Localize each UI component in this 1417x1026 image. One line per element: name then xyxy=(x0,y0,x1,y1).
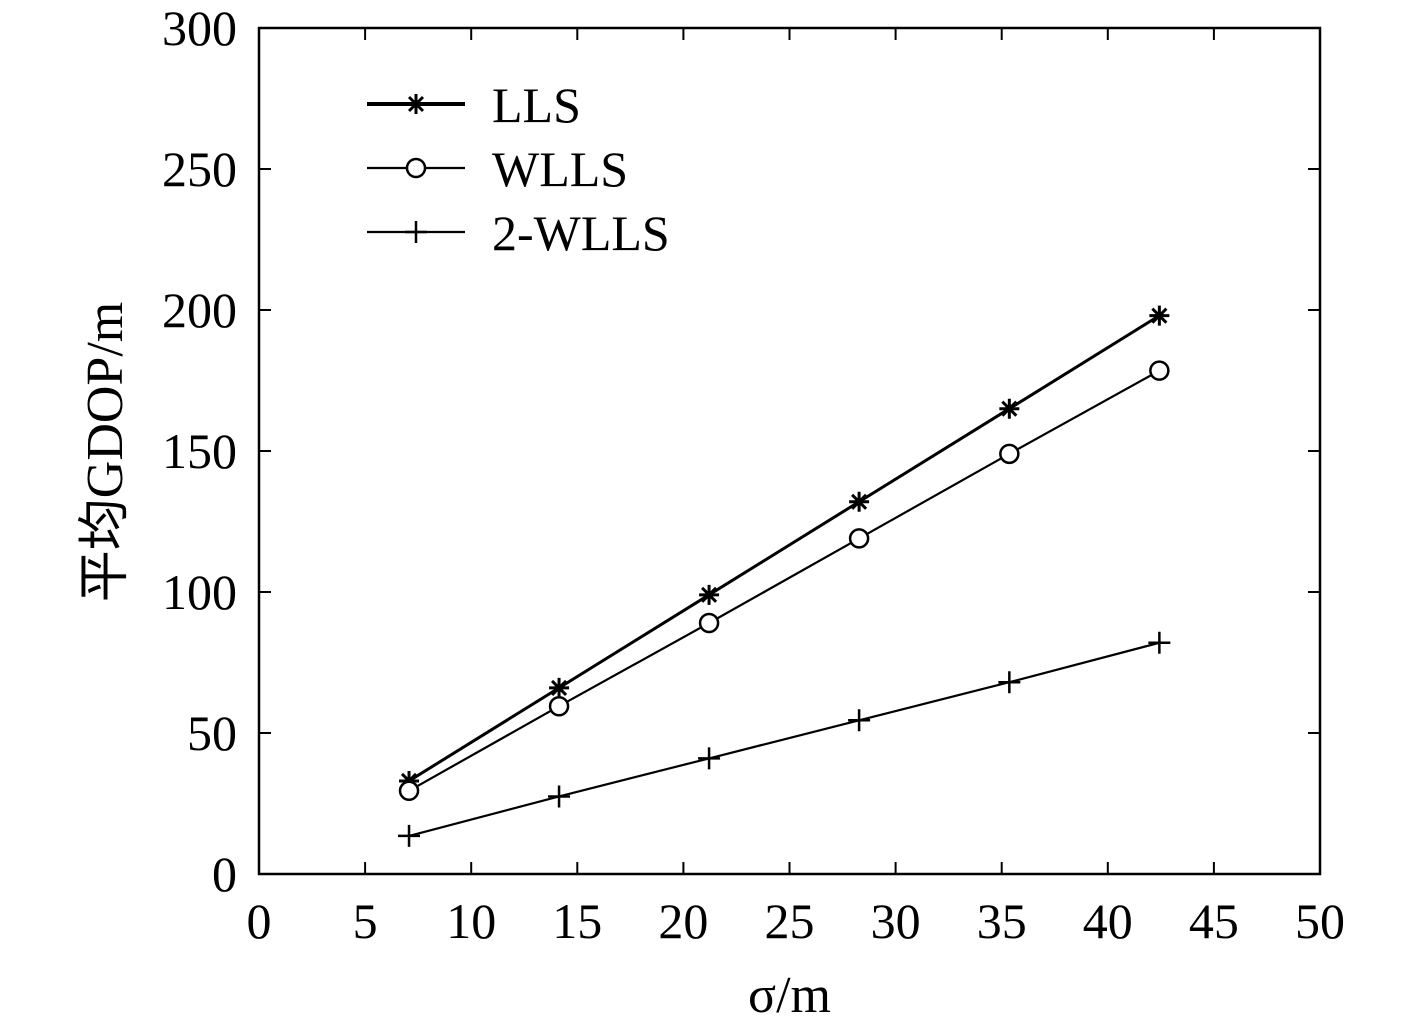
asterisk-marker xyxy=(849,491,870,512)
y-tick-label: 250 xyxy=(162,141,237,197)
series-line xyxy=(408,641,1160,837)
x-tick-label: 0 xyxy=(247,893,272,949)
legend-label: WLLS xyxy=(492,141,628,197)
series-2-wlls xyxy=(398,631,1171,847)
circle-marker xyxy=(999,443,1020,465)
asterisk-marker xyxy=(406,94,426,114)
plot-frame xyxy=(257,26,1322,876)
plus-marker xyxy=(405,221,427,243)
legend: LLS WLLS 2-WLLS xyxy=(367,77,670,261)
plus-marker xyxy=(998,671,1021,694)
legend-item-2-wlls: 2-WLLS xyxy=(367,205,670,261)
plus-marker xyxy=(1148,631,1171,654)
asterisk-marker xyxy=(1149,305,1170,326)
x-tick-label: 25 xyxy=(765,893,815,949)
plus-marker xyxy=(548,785,571,808)
x-tick-label: 10 xyxy=(446,893,496,949)
x-axis-label: σ/m xyxy=(748,967,831,1024)
legend-label: 2-WLLS xyxy=(492,205,670,261)
y-tick-label: 50 xyxy=(187,705,237,761)
y-tick-label: 200 xyxy=(162,282,237,338)
y-tick-label: 150 xyxy=(162,423,237,479)
legend-item-lls: LLS xyxy=(367,77,581,133)
y-axis-label: 平均GDOP/m xyxy=(77,302,134,602)
circle-marker xyxy=(698,612,720,634)
x-tick-label: 45 xyxy=(1189,893,1239,949)
series-wlls xyxy=(398,360,1170,802)
y-tick-label: 300 xyxy=(162,0,237,56)
asterisk-marker xyxy=(549,677,570,698)
x-tick-label: 5 xyxy=(353,893,378,949)
y-tick-label: 0 xyxy=(212,846,237,902)
plus-marker xyxy=(848,709,871,732)
series-line xyxy=(408,314,1161,783)
circle-marker xyxy=(398,780,420,802)
legend-label: LLS xyxy=(492,77,581,133)
x-tick-label: 35 xyxy=(977,893,1027,949)
x-tick-label: 15 xyxy=(552,893,602,949)
y-axis-ticks: 0 50 100 150 200 250 300 xyxy=(162,0,1320,902)
plot-border xyxy=(257,26,1322,876)
y-tick-label: 100 xyxy=(162,564,237,620)
legend-item-wlls: WLLS xyxy=(367,141,628,197)
circle-marker xyxy=(548,695,570,717)
plus-marker xyxy=(698,747,721,770)
plus-marker xyxy=(398,824,421,847)
x-tick-label: 50 xyxy=(1295,893,1345,949)
circle-marker xyxy=(1149,360,1170,381)
circle-marker xyxy=(405,157,427,179)
x-tick-label: 40 xyxy=(1083,893,1133,949)
series-lls xyxy=(399,305,1170,791)
asterisk-marker xyxy=(999,398,1020,419)
x-tick-label: 30 xyxy=(871,893,921,949)
series-line xyxy=(408,369,1160,792)
series-group xyxy=(398,305,1171,847)
circle-marker xyxy=(848,528,870,549)
x-tick-label: 20 xyxy=(658,893,708,949)
asterisk-marker xyxy=(699,584,720,605)
x-axis-ticks: 0 5 10 15 20 25 30 35 40 45 50 xyxy=(247,28,1345,949)
